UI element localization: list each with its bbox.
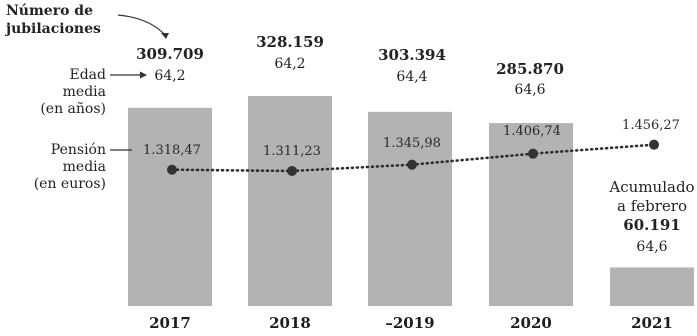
age-value: 64,6 [636,239,668,255]
pension-label-line1: Pensión [50,142,106,158]
pension-value: 1.406,74 [503,124,561,139]
pension-value: 1.318,47 [143,143,201,158]
pension-point-2017 [167,164,177,175]
pension-label-line2: media [62,159,106,175]
age-value: 64,2 [274,56,306,72]
retirements-value: 285.870 [496,60,564,78]
age-value: 64,6 [514,82,546,98]
cumulative-note-line2: a febrero [617,197,687,215]
retirements-value: 309.709 [136,45,204,63]
pension-label: Pensión media (en euros) [0,142,106,193]
label-arrows [110,14,169,151]
pension-value: 1.456,27 [622,118,680,133]
x-tick-label: 2020 [510,314,552,332]
x-tick-label: 2017 [149,314,191,332]
cumulative-note-line1: Acumulado [609,178,695,196]
pension-point-2018 [287,165,297,176]
bar-2018 [248,96,332,306]
retirements-arrow [117,14,167,37]
pension-label-line3: (en euros) [33,176,106,192]
pension-point-2020 [528,148,538,159]
age-value: 64,4 [396,69,428,85]
retirements-arrowhead [161,33,169,39]
retirements-value: 328.159 [256,33,324,51]
retirements-value: 60.191 [623,216,681,234]
age-value: 64,2 [154,68,186,84]
age-label: Edad media (en años) [0,67,106,118]
bar-2021 [610,267,694,306]
pension-point-2019 [407,159,417,170]
x-tick-label: 2018 [269,314,311,332]
x-tick-label: –2019 [385,314,435,332]
pension-value: 1.345,98 [383,136,441,151]
bar-2017 [128,107,212,306]
retirements-label: Número de jubilaciones [6,2,101,38]
retirements-value: 303.394 [378,46,446,64]
age-label-line1: Edad [69,67,107,83]
retirements-label-line2: jubilaciones [6,21,101,37]
age-arrowhead [140,71,147,79]
bar-2019 [368,111,452,306]
pension-value: 1.311,23 [263,144,321,159]
age-label-line3: (en años) [40,101,106,117]
x-tick-label: 2021 [631,314,673,332]
pension-point-2021 [649,139,659,150]
pension-line [167,139,659,176]
age-label-line2: media [62,84,106,100]
retirements-label-line1: Número de [6,3,93,19]
cumulative-note: Acumulado a febrero [609,178,694,216]
